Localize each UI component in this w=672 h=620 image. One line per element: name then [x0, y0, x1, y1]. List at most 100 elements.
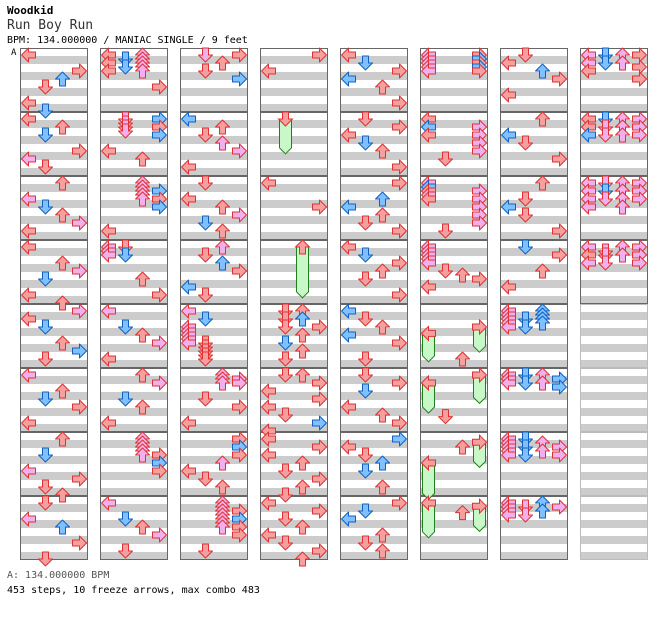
up-arrow	[215, 239, 230, 255]
left-arrow	[421, 191, 436, 207]
beat-band	[100, 216, 168, 224]
beat-band	[500, 280, 568, 288]
measure-frame	[180, 240, 248, 304]
chart-column-2	[100, 48, 168, 560]
up-arrow	[375, 543, 390, 559]
measure-frame	[20, 240, 88, 304]
beat-band	[100, 120, 168, 128]
right-arrow	[152, 463, 167, 479]
down-arrow	[38, 271, 53, 287]
beat-band	[180, 360, 248, 368]
freeze-body	[296, 246, 309, 299]
chart-column-7	[500, 48, 568, 560]
down-arrow	[118, 123, 133, 139]
measure-frame	[180, 112, 248, 176]
measure-frame-empty	[580, 432, 648, 496]
beat-band	[500, 424, 568, 432]
right-arrow	[72, 471, 87, 487]
beat-band	[580, 136, 648, 144]
up-arrow	[135, 367, 150, 383]
down-arrow	[278, 463, 293, 479]
beat-band	[580, 408, 648, 416]
right-arrow	[312, 543, 327, 559]
measure-frame	[340, 368, 408, 432]
beat-band	[260, 152, 328, 160]
artist-name: Woodkid	[7, 4, 54, 17]
beat-band	[580, 120, 648, 128]
up-arrow	[215, 119, 230, 135]
beat-band	[340, 136, 408, 144]
down-arrow	[278, 487, 293, 503]
beat-band	[100, 248, 168, 256]
up-arrow	[535, 263, 550, 279]
freeze-arrow	[420, 325, 436, 363]
measure-frame	[100, 176, 168, 240]
right-arrow	[552, 247, 567, 263]
measure-frame	[340, 304, 408, 368]
measure-frame	[20, 112, 88, 176]
beat-band	[260, 520, 328, 528]
left-arrow	[21, 463, 36, 479]
beat-band	[580, 104, 648, 112]
down-arrow	[118, 59, 133, 75]
down-arrow	[438, 263, 453, 279]
beat-band	[20, 280, 88, 288]
up-arrow	[55, 255, 70, 271]
left-arrow	[181, 335, 196, 351]
measure-frame	[500, 368, 568, 432]
chart-column-5	[340, 48, 408, 560]
beat-band	[340, 184, 408, 192]
beat-band	[260, 312, 328, 320]
left-arrow	[261, 175, 276, 191]
beat-band	[420, 328, 488, 336]
left-arrow	[101, 247, 116, 263]
down-arrow	[198, 391, 213, 407]
beat-band	[340, 456, 408, 464]
beat-band	[180, 296, 248, 304]
chart-column-3	[180, 48, 248, 560]
beat-band	[340, 328, 408, 336]
right-arrow	[152, 287, 167, 303]
beat-band	[420, 136, 488, 144]
beat-band	[580, 536, 648, 544]
beat-band	[260, 72, 328, 80]
measure-frame	[20, 176, 88, 240]
bpm-summary: A: 134.000000 BPM	[7, 570, 110, 581]
beat-band	[260, 56, 328, 64]
left-arrow	[101, 415, 116, 431]
left-arrow	[341, 71, 356, 87]
beat-band	[180, 136, 248, 144]
right-arrow	[392, 415, 407, 431]
up-arrow	[375, 527, 390, 543]
beat-band	[500, 520, 568, 528]
beat-band	[260, 200, 328, 208]
beat-band	[20, 504, 88, 512]
left-arrow	[101, 63, 116, 79]
left-arrow	[101, 143, 116, 159]
down-arrow	[278, 319, 293, 335]
down-arrow	[278, 351, 293, 367]
right-arrow	[312, 199, 327, 215]
beat-band	[180, 376, 248, 384]
beat-band	[500, 440, 568, 448]
left-arrow	[21, 239, 36, 255]
measure-frame	[100, 368, 168, 432]
right-arrow	[72, 215, 87, 231]
measure-frame	[340, 240, 408, 304]
right-arrow	[392, 495, 407, 511]
left-arrow	[501, 127, 516, 143]
beat-band	[100, 360, 168, 368]
down-arrow	[358, 463, 373, 479]
down-arrow	[518, 375, 533, 391]
right-arrow	[392, 95, 407, 111]
right-arrow	[472, 215, 487, 231]
up-arrow	[375, 191, 390, 207]
beat-band	[100, 472, 168, 480]
measure-frame	[20, 432, 88, 496]
beat-band	[260, 536, 328, 544]
down-arrow	[518, 191, 533, 207]
beat-band	[420, 456, 488, 464]
up-arrow	[55, 519, 70, 535]
down-arrow	[598, 255, 613, 271]
up-arrow	[375, 207, 390, 223]
